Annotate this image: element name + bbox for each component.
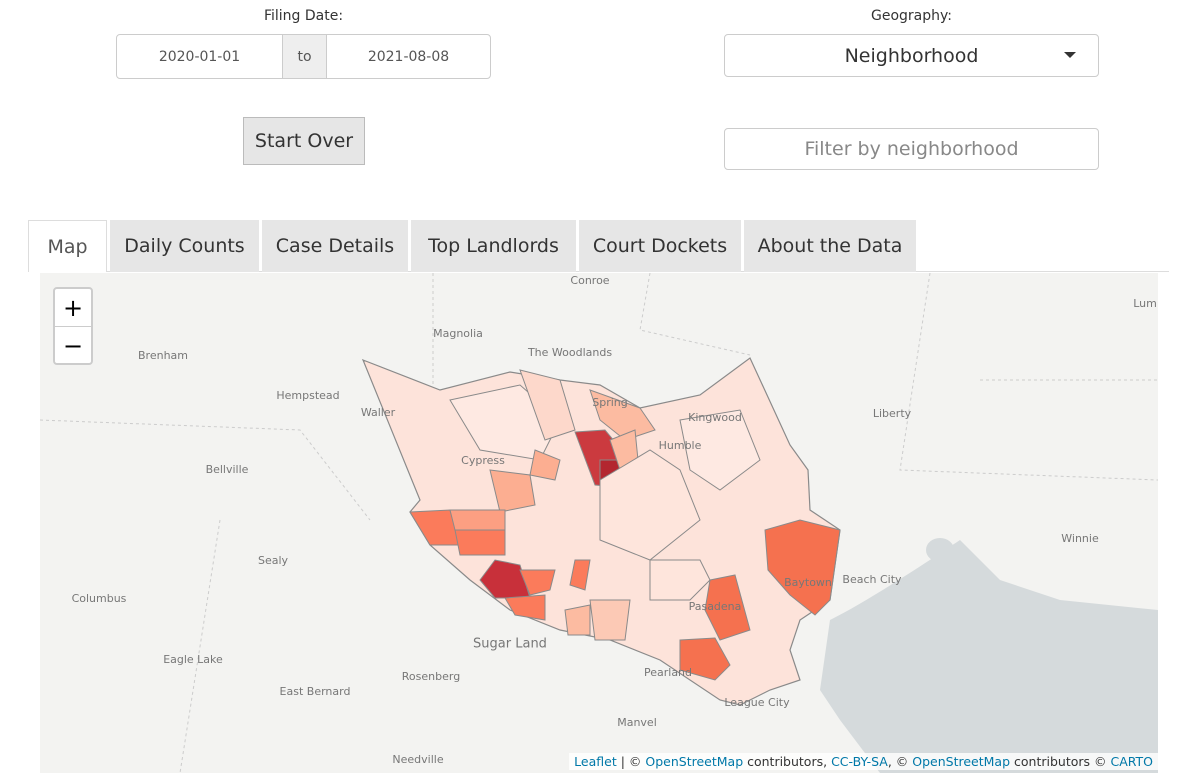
place-label: Waller bbox=[361, 406, 396, 419]
bay-water bbox=[820, 540, 1158, 773]
place-label: Humble bbox=[659, 439, 702, 452]
tab[interactable]: Daily Counts bbox=[110, 220, 259, 272]
tab[interactable]: Court Dockets bbox=[579, 220, 741, 272]
tab[interactable]: Case Details bbox=[262, 220, 408, 272]
place-label: Kingwood bbox=[688, 411, 742, 424]
attribution-text: | © bbox=[616, 754, 646, 769]
zoom-in-button[interactable]: + bbox=[55, 289, 91, 327]
place-label: East Bernard bbox=[280, 685, 351, 698]
dropdown-caret bbox=[1064, 52, 1076, 58]
county-lines bbox=[40, 273, 1158, 773]
tab[interactable]: Map bbox=[28, 220, 107, 272]
place-label: Cypress bbox=[461, 454, 505, 467]
attribution-text: , © bbox=[887, 754, 913, 769]
place-label: Liberty bbox=[873, 407, 912, 420]
place-label: Magnolia bbox=[433, 327, 483, 340]
tab[interactable]: About the Data bbox=[744, 220, 916, 272]
geography-label: Geography: bbox=[871, 8, 952, 24]
map[interactable]: Conroe Magnolia The Woodlands Brenham He… bbox=[40, 273, 1158, 773]
attribution-text: contributors, bbox=[743, 754, 832, 769]
tab[interactable]: Top Landlords bbox=[411, 220, 576, 272]
neighborhood-filter-input[interactable]: Filter by neighborhood bbox=[724, 128, 1099, 170]
place-label: Winnie bbox=[1061, 532, 1099, 545]
neighborhoods bbox=[409, 369, 841, 681]
place-label: Eagle Lake bbox=[163, 653, 223, 666]
place-label: League City bbox=[724, 696, 790, 709]
attribution-link[interactable]: CC-BY-SA bbox=[831, 754, 888, 769]
place-label: Conroe bbox=[570, 274, 609, 287]
zoom-out-button[interactable]: − bbox=[62, 331, 84, 360]
start-date-input[interactable]: 2020-01-01 bbox=[116, 34, 283, 79]
place-label: Rosenberg bbox=[402, 670, 460, 683]
place-label: Needville bbox=[392, 753, 443, 766]
place-label: Hempstead bbox=[276, 389, 339, 402]
date-separator: to bbox=[282, 34, 327, 79]
geography-selected: Neighborhood bbox=[844, 44, 979, 67]
place-label: Bellville bbox=[206, 463, 249, 476]
place-label: Manvel bbox=[617, 716, 657, 729]
lake bbox=[926, 538, 954, 562]
filing-date-label: Filing Date: bbox=[263, 8, 344, 24]
zoom-control: + − bbox=[53, 287, 93, 365]
place-label: Baytown bbox=[784, 576, 832, 589]
attribution-link[interactable]: CARTO bbox=[1110, 754, 1153, 769]
place-label: Columbus bbox=[72, 592, 127, 605]
attribution-link[interactable]: OpenStreetMap bbox=[645, 754, 744, 769]
place-label: Sugar Land bbox=[473, 637, 547, 652]
place-label: Pasadena bbox=[689, 600, 742, 613]
place-label: Lum bbox=[1133, 297, 1157, 310]
start-over-button[interactable]: Start Over bbox=[243, 117, 365, 165]
place-label: Brenham bbox=[138, 349, 188, 362]
attribution-link[interactable]: OpenStreetMap bbox=[912, 754, 1011, 769]
place-label: Beach City bbox=[842, 573, 902, 586]
attribution-link[interactable]: Leaflet bbox=[574, 754, 617, 769]
attribution-text: contributors © bbox=[1010, 754, 1111, 769]
place-label: The Woodlands bbox=[527, 346, 612, 359]
geography-select[interactable]: Neighborhood bbox=[724, 34, 1099, 77]
place-label: Pearland bbox=[644, 666, 692, 679]
place-label: Spring bbox=[592, 396, 628, 409]
attribution: Leaflet | © OpenStreetMap contributors, … bbox=[569, 753, 1158, 770]
end-date-input[interactable]: 2021-08-08 bbox=[326, 34, 491, 79]
place-label: Sealy bbox=[258, 554, 289, 567]
